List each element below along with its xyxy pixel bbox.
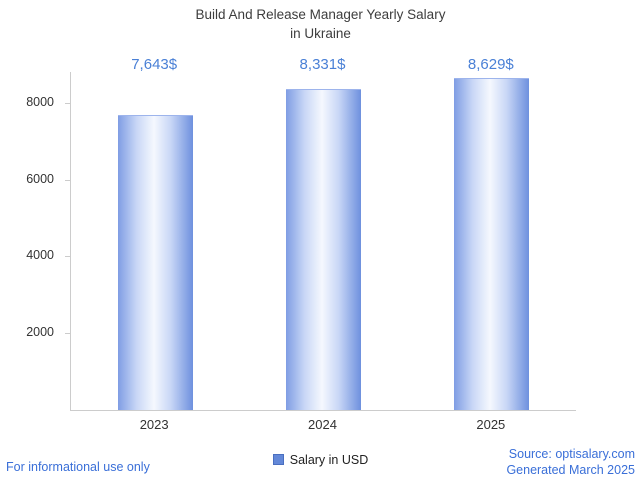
y-tick-mark: [65, 333, 71, 335]
value-label-2023: 7,643$: [131, 56, 178, 73]
chart-title: Build And Release Manager Yearly Salary …: [0, 6, 641, 44]
bar-2025: [454, 77, 530, 410]
footer-source-block: Source: optisalary.com Generated March 2…: [506, 446, 635, 479]
generated-date: Generated March 2025: [506, 463, 635, 478]
y-tick-mark: [65, 179, 71, 181]
source-link[interactable]: Source: optisalary.com: [508, 447, 635, 461]
value-labels-row: 7,643$ 8,331$ 8,629$: [70, 56, 575, 76]
value-label-2025: 8,629$: [467, 56, 514, 73]
x-tick-label-2024: 2024: [308, 417, 337, 432]
bar-2023: [117, 115, 193, 410]
y-tick-label: 2000: [26, 325, 54, 340]
y-tick-label: 6000: [26, 171, 54, 186]
y-tick-label: 8000: [26, 94, 54, 109]
y-tick-mark: [65, 256, 71, 258]
legend-marker-icon: [272, 454, 284, 465]
x-tick-label-2025: 2025: [476, 417, 506, 432]
chart-title-line2: in Ukraine: [290, 25, 351, 41]
y-tick-mark: [65, 102, 71, 104]
legend: Salary in USD: [0, 453, 641, 467]
chart-title-line1: Build And Release Manager Yearly Salary: [195, 7, 446, 22]
x-tick-label-2023: 2023: [139, 417, 169, 432]
bar-2024: [286, 89, 361, 410]
footer-disclaimer: For informational use only: [6, 460, 150, 474]
legend-label: Salary in USD: [289, 453, 369, 467]
value-label-2024: 8,331$: [299, 56, 346, 73]
x-axis-labels: 2023 2024 2025: [70, 417, 575, 435]
y-axis-labels: 2000 4000 6000 8000: [0, 72, 64, 410]
y-tick-label: 4000: [26, 248, 54, 263]
plot-area: [65, 72, 576, 411]
